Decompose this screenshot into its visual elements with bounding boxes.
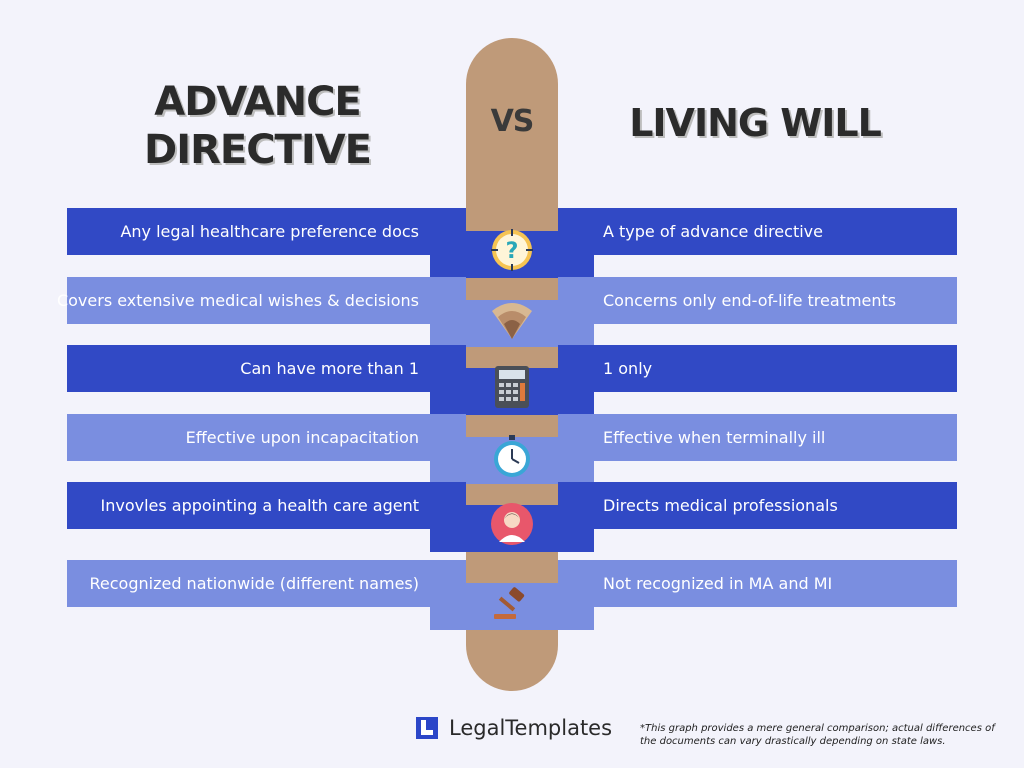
right-title: LIVING WILL	[629, 101, 882, 145]
disclaimer-note: *This graph provides a mere general comp…	[640, 723, 995, 747]
advance-directive-point: Recognized nationwide (different names)	[89, 574, 420, 593]
left-band	[67, 482, 466, 529]
living-will-point: 1 only	[603, 359, 653, 378]
comparison-row: Effective upon incapacitation Effective …	[0, 414, 1024, 484]
stopwatch-icon	[494, 435, 530, 477]
right-band	[558, 414, 957, 461]
comparison-row: Can have more than 1 1 only	[0, 345, 1024, 415]
question-target-icon: ?	[491, 229, 533, 271]
comparison-row: Covers extensive medical wishes & decisi…	[0, 277, 1024, 347]
calculator-icon	[495, 366, 529, 408]
left-band	[67, 345, 466, 392]
living-will-point: Directs medical professionals	[603, 496, 838, 515]
comparison-row: Recognized nationwide (different names) …	[0, 560, 1024, 630]
left-band	[67, 414, 466, 461]
advance-directive-point: Any legal healthcare preference docs	[120, 222, 419, 241]
living-will-point: Not recognized in MA and MI	[603, 574, 833, 593]
brand-name: LegalTemplates	[449, 716, 613, 740]
living-will-point: Concerns only end-of-life treatments	[603, 291, 897, 310]
vs-label: VS	[490, 104, 535, 139]
living-will-point: A type of advance directive	[603, 222, 823, 241]
center-pill	[466, 38, 558, 691]
legaltemplates-logo-icon	[416, 717, 438, 739]
left-band	[67, 208, 466, 255]
signal-arc-icon	[492, 303, 532, 339]
svg-text:?: ?	[506, 239, 519, 264]
advance-directive-point: Covers extensive medical wishes & decisi…	[56, 291, 419, 310]
left-title: ADVANCE DIRECTIVE	[143, 79, 372, 173]
left-band	[67, 560, 466, 607]
person-avatar-icon	[491, 503, 533, 545]
right-band	[558, 560, 957, 607]
comparison-row: Any legal healthcare preference docs A t…	[0, 208, 1024, 278]
right-band	[558, 345, 957, 392]
right-band	[558, 482, 957, 529]
advance-directive-point: Effective upon incapacitation	[185, 428, 419, 447]
gavel-icon	[494, 587, 525, 619]
left-band	[67, 277, 466, 324]
advance-directive-point: Invovles appointing a health care agent	[100, 496, 420, 515]
advance-directive-point: Can have more than 1	[240, 359, 419, 378]
brand-logo: LegalTemplates	[415, 714, 612, 742]
comparison-row: Invovles appointing a health care agent …	[0, 482, 1024, 552]
living-will-point: Effective when terminally ill	[603, 428, 826, 447]
right-band	[558, 277, 957, 324]
right-band	[558, 208, 957, 255]
